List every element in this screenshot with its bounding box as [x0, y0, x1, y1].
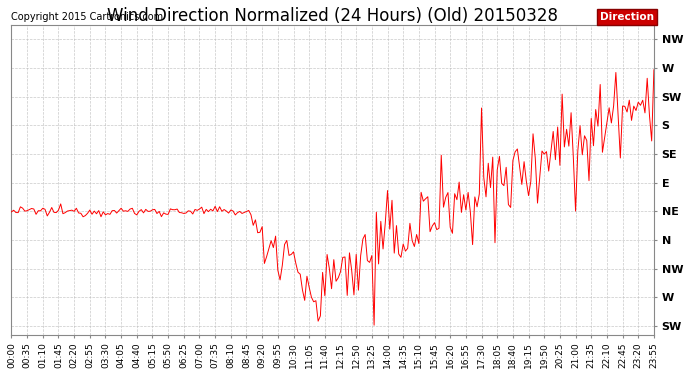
Title: Wind Direction Normalized (24 Hours) (Old) 20150328: Wind Direction Normalized (24 Hours) (Ol…: [107, 7, 558, 25]
Text: Direction: Direction: [600, 12, 654, 22]
Text: Copyright 2015 Cartronics.com: Copyright 2015 Cartronics.com: [12, 12, 164, 22]
